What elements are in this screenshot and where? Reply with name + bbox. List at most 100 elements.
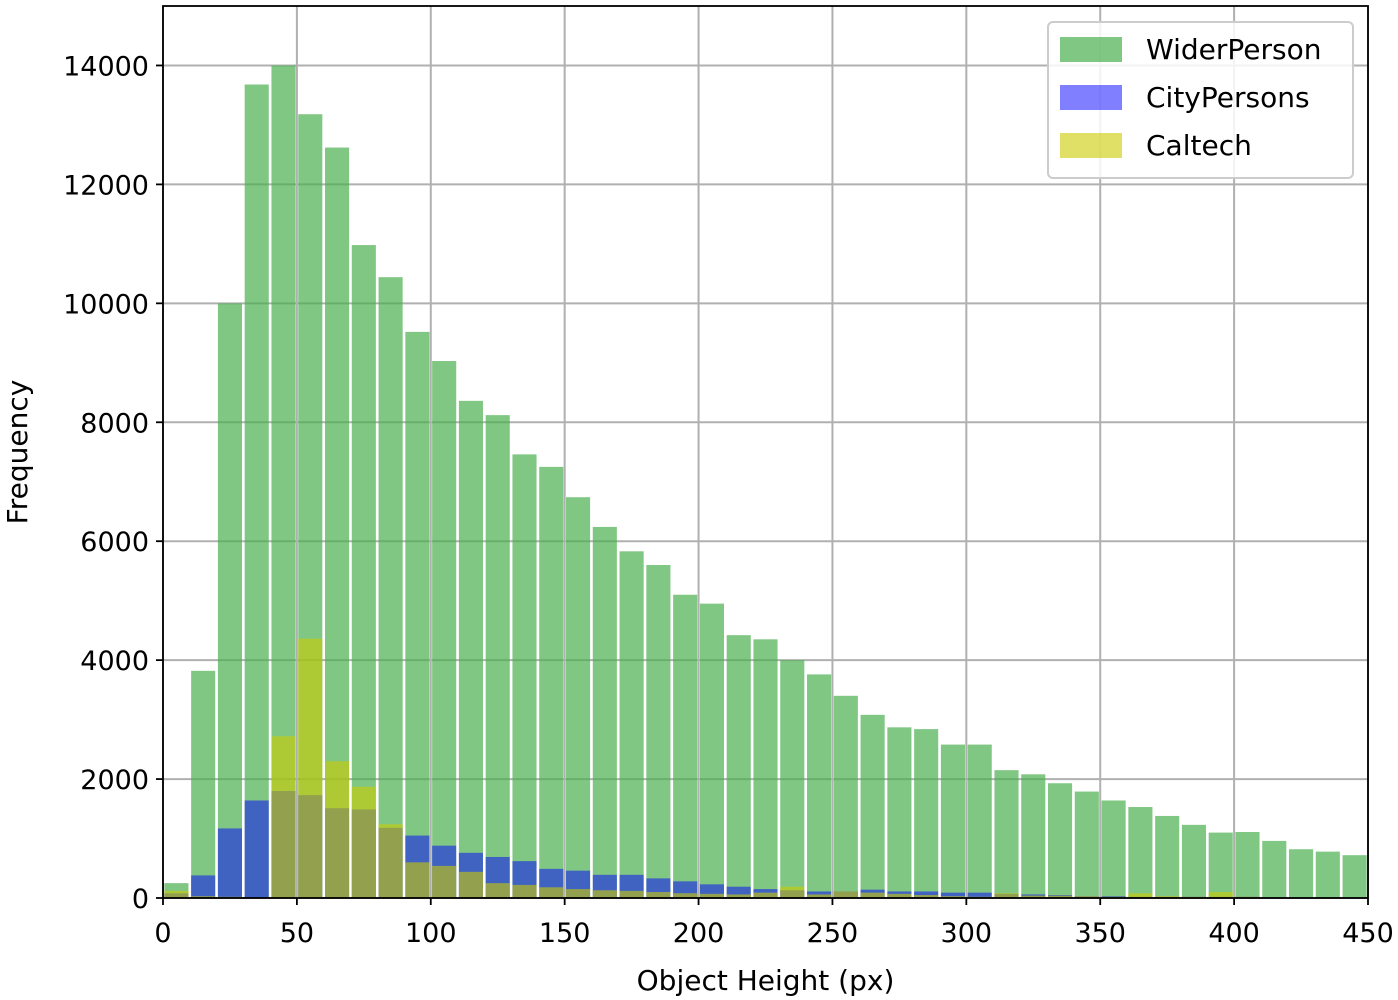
x-tick-label-300: 300 (941, 918, 993, 949)
bar-caltech-180 (646, 892, 671, 898)
x-tick-label-0: 0 (154, 918, 171, 949)
bar-caltech-250 (833, 891, 858, 898)
bar-widerperson-180 (646, 564, 671, 898)
y-axis-label: Frequency (1, 380, 34, 525)
bar-caltech-230 (780, 886, 805, 898)
bar-citypersons-290 (940, 892, 965, 898)
bar-widerperson-400 (1235, 831, 1260, 898)
bar-caltech-120 (485, 883, 510, 898)
y-tick-label-12000: 12000 (63, 170, 149, 201)
bar-caltech-190 (673, 893, 698, 898)
y-tick-label-6000: 6000 (80, 527, 149, 558)
legend-box (1047, 21, 1354, 179)
bar-citypersons-300 (967, 892, 992, 898)
bar-widerperson-310 (994, 770, 1019, 898)
bar-caltech-70 (351, 786, 376, 898)
bar-caltech-60 (325, 761, 350, 898)
bar-caltech-270 (887, 893, 912, 898)
bar-widerperson-390 (1208, 832, 1233, 898)
legend-swatch-citypersons (1060, 85, 1122, 110)
x-tick-label-50: 50 (280, 918, 314, 949)
bar-widerperson-440 (1342, 855, 1367, 898)
bar-widerperson-380 (1181, 824, 1206, 898)
x-tick-label-350: 350 (1074, 918, 1126, 949)
bar-widerperson-430 (1315, 851, 1340, 898)
bar-caltech-130 (512, 884, 537, 898)
bar-widerperson-160 (592, 526, 617, 898)
bar-widerperson-330 (1048, 783, 1073, 898)
bar-widerperson-10 (191, 670, 216, 898)
bar-widerperson-290 (940, 744, 965, 898)
bar-caltech-360 (1128, 893, 1153, 898)
x-tick-label-250: 250 (807, 918, 859, 949)
x-tick-label-100: 100 (405, 918, 457, 949)
bar-caltech-330 (1048, 895, 1073, 898)
x-tick-label-150: 150 (539, 918, 591, 949)
bar-widerperson-210 (726, 635, 751, 898)
bar-caltech-110 (458, 871, 483, 898)
bar-caltech-90 (405, 862, 430, 898)
bar-caltech-140 (539, 887, 564, 898)
bar-caltech-170 (619, 890, 644, 898)
y-tick-label-2000: 2000 (80, 765, 149, 796)
bar-caltech-40 (271, 736, 296, 898)
bar-widerperson-260 (860, 714, 885, 898)
bar-citypersons-280 (914, 891, 939, 898)
bar-widerperson-100 (432, 361, 457, 898)
y-tick-label-0: 0 (132, 884, 149, 915)
legend-swatch-widerperson (1060, 37, 1122, 62)
bar-widerperson-280 (914, 729, 939, 898)
legend-label-caltech: Caltech (1146, 129, 1252, 162)
bar-widerperson-30 (244, 84, 269, 899)
bar-widerperson-170 (619, 551, 644, 898)
bar-caltech-390 (1208, 892, 1233, 898)
bar-widerperson-360 (1128, 807, 1153, 898)
bar-caltech-150 (566, 889, 591, 898)
bar-widerperson-80 (378, 277, 403, 899)
plot-frame (162, 5, 1369, 899)
bars-layer (164, 65, 1367, 899)
bar-widerperson-370 (1155, 815, 1180, 898)
bar-widerperson-350 (1101, 800, 1126, 898)
x-axis-label: Object Height (px) (637, 964, 895, 997)
x-tick-label-450: 450 (1342, 918, 1394, 949)
bar-widerperson-200 (699, 603, 724, 898)
bar-widerperson-230 (780, 660, 805, 898)
bar-citypersons-30 (244, 800, 269, 898)
bar-widerperson-420 (1289, 849, 1314, 898)
y-tick-label-4000: 4000 (80, 646, 149, 677)
bar-caltech-50 (298, 638, 323, 898)
legend: WiderPerson CityPersons Caltech (1047, 21, 1354, 179)
bar-widerperson-270 (887, 727, 912, 898)
bar-widerperson-240 (807, 674, 832, 898)
bar-widerperson-20 (217, 303, 242, 898)
bar-caltech-260 (860, 892, 885, 898)
legend-label-citypersons: CityPersons (1146, 81, 1310, 114)
bar-caltech-320 (1021, 895, 1046, 898)
bar-citypersons-20 (217, 828, 242, 898)
x-tick-label-400: 400 (1208, 918, 1260, 949)
x-tick-label-200: 200 (673, 918, 725, 949)
bar-widerperson-130 (512, 454, 537, 898)
bar-citypersons-10 (191, 875, 216, 898)
bar-caltech-210 (726, 894, 751, 898)
y-tick-label-14000: 14000 (63, 51, 149, 82)
bar-widerperson-120 (485, 415, 510, 898)
y-tick-label-8000: 8000 (80, 408, 149, 439)
bar-widerperson-90 (405, 331, 430, 898)
series-widerperson (164, 65, 1367, 899)
bar-caltech-310 (994, 893, 1019, 898)
bar-caltech-240 (807, 894, 832, 898)
bar-caltech-220 (753, 892, 778, 898)
y-tick-label-10000: 10000 (63, 289, 149, 320)
legend-swatch-caltech (1060, 133, 1122, 158)
bar-widerperson-150 (566, 497, 591, 898)
bar-widerperson-110 (458, 400, 483, 898)
bar-widerperson-410 (1262, 840, 1287, 898)
bar-widerperson-300 (967, 744, 992, 898)
bar-caltech-100 (432, 865, 457, 898)
bar-citypersons-210 (726, 886, 751, 898)
bar-caltech-0 (164, 890, 189, 898)
bar-widerperson-140 (539, 466, 564, 898)
